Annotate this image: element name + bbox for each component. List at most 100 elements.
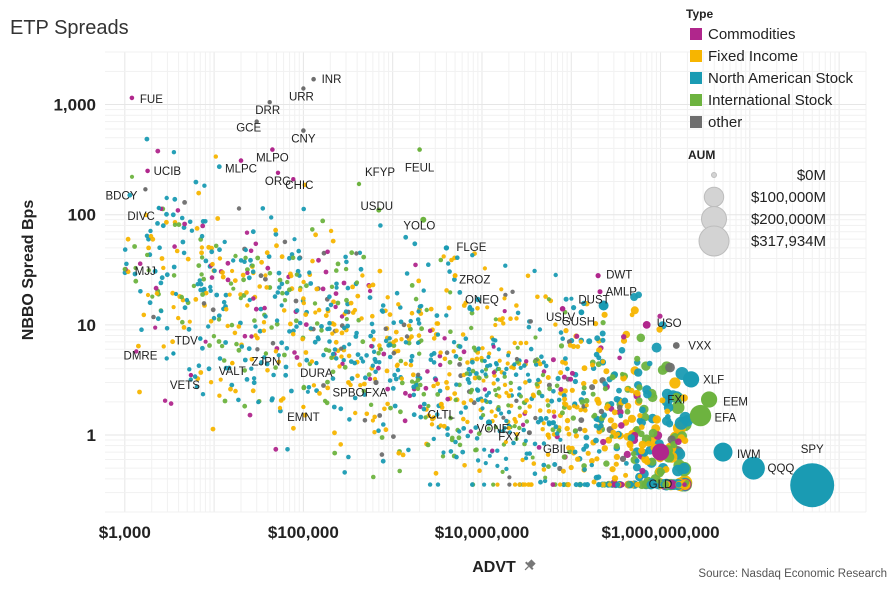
labeled-point-dura[interactable] — [314, 360, 319, 366]
labeled-point-mlpo[interactable] — [270, 147, 275, 152]
scatter-point — [344, 259, 349, 265]
scatter-point — [581, 365, 588, 372]
scatter-point — [573, 433, 580, 439]
scatter-point — [348, 300, 354, 306]
scatter-point — [616, 404, 623, 411]
scatter-point — [325, 385, 331, 391]
scatter-point — [387, 312, 393, 317]
labeled-point-tdv[interactable] — [198, 336, 203, 341]
labeled-point-gce[interactable] — [254, 119, 259, 124]
labeled-point-emnt[interactable] — [301, 404, 306, 410]
scatter-point — [398, 358, 404, 364]
labeled-point-inr[interactable] — [311, 76, 316, 82]
scatter-point — [209, 249, 215, 255]
scatter-point — [285, 279, 290, 285]
scatter-point — [230, 268, 235, 274]
scatter-point — [280, 290, 285, 296]
labeled-point-dwt[interactable] — [595, 273, 601, 279]
labeled-point-eem[interactable] — [701, 391, 718, 408]
scatter-point — [306, 385, 312, 390]
labeled-point-spy[interactable] — [790, 463, 835, 508]
scatter-point — [522, 482, 528, 487]
labeled-point-dmre[interactable] — [171, 351, 176, 356]
scatter-point — [383, 338, 389, 344]
scatter-point — [458, 356, 463, 362]
scatter-point — [408, 318, 413, 324]
labeled-point-vone[interactable] — [485, 419, 493, 426]
labeled-point-cny[interactable] — [301, 128, 306, 133]
scatter-point — [524, 340, 529, 346]
labeled-point-usdu[interactable] — [376, 207, 382, 213]
labeled-point-kfyp[interactable] — [356, 181, 362, 187]
scatter-point — [575, 344, 581, 349]
scatter-point — [512, 362, 517, 367]
labeled-point-flge[interactable] — [443, 245, 450, 251]
labeled-point-bdcy[interactable] — [143, 187, 148, 192]
legend-entry-north-american-stock[interactable]: North American Stock — [690, 70, 854, 87]
legend-entry-commodities[interactable]: Commodities — [690, 26, 796, 43]
labeled-point-fue[interactable] — [129, 95, 135, 101]
scatter-point — [250, 269, 256, 275]
scatter-point — [581, 385, 587, 391]
pin-icon[interactable] — [522, 558, 538, 574]
labeled-point-zroz[interactable] — [452, 273, 458, 279]
scatter-point — [391, 434, 396, 439]
point-label-iwm: IWM — [737, 449, 761, 461]
labeled-point-uslv[interactable] — [559, 306, 566, 312]
labeled-point-org[interactable] — [275, 170, 281, 175]
scatter-point — [274, 318, 280, 323]
scatter-point — [402, 418, 408, 424]
labeled-point-chic[interactable] — [291, 177, 296, 182]
labeled-point-mlpc[interactable] — [238, 158, 244, 163]
scatter-point — [394, 290, 400, 296]
labeled-point-amlp[interactable] — [598, 300, 609, 311]
scatter-point — [290, 331, 296, 337]
labeled-point-yolo[interactable] — [420, 216, 427, 223]
scatter-point — [505, 361, 510, 366]
x-axis-title[interactable]: ADVT — [472, 559, 516, 576]
point-label-cltl: CLTL — [428, 409, 456, 421]
labeled-point-gbil[interactable] — [545, 432, 551, 438]
labeled-point-fxy[interactable] — [526, 430, 532, 436]
scatter-point — [404, 271, 410, 276]
labeled-point-gld[interactable] — [651, 443, 670, 461]
labeled-point-ucib[interactable] — [145, 168, 150, 174]
legend-entry-other[interactable]: other — [690, 114, 742, 131]
scatter-point — [321, 383, 326, 388]
labeled-point-feul[interactable] — [417, 147, 422, 152]
labeled-point-fxa[interactable] — [373, 379, 379, 386]
labeled-point-xlf[interactable] — [683, 371, 700, 388]
scatter-point — [416, 333, 422, 338]
labeled-point-efa[interactable] — [689, 404, 712, 427]
scatter-point — [421, 406, 427, 412]
labeled-point-vets[interactable] — [188, 372, 194, 378]
scatter-point — [283, 364, 289, 370]
point-label-gush: GUSH — [562, 316, 595, 328]
labeled-point-vxx[interactable] — [672, 342, 680, 349]
labeled-point-cltl[interactable] — [438, 401, 444, 407]
labeled-point-oneq[interactable] — [475, 296, 481, 303]
scatter-point — [211, 334, 217, 339]
scatter-point — [567, 343, 573, 348]
labeled-point-iwm[interactable] — [713, 442, 733, 462]
labeled-point-dust[interactable] — [597, 289, 603, 295]
labeled-point-divc[interactable] — [156, 205, 161, 211]
scatter-point — [532, 268, 537, 274]
labeled-point-fxi[interactable] — [671, 392, 681, 402]
labeled-point-uso[interactable] — [642, 321, 651, 329]
labeled-point-qqq[interactable] — [742, 456, 765, 480]
labeled-point-gush[interactable] — [578, 309, 585, 316]
labeled-point-urr[interactable] — [301, 86, 306, 91]
labeled-point-valt[interactable] — [230, 360, 235, 366]
legend-entry-fixed-income[interactable]: Fixed Income — [690, 48, 798, 65]
scatter-point — [144, 136, 150, 142]
point-label-dmre: DMRE — [124, 351, 158, 363]
labeled-point-spbo[interactable] — [346, 380, 351, 385]
legend-entry-international-stock[interactable]: International Stock — [690, 92, 833, 109]
labeled-point-mjj[interactable] — [122, 267, 128, 272]
labeled-point-zjpn[interactable] — [263, 351, 269, 356]
scatter-point — [320, 218, 326, 224]
scatter-point — [252, 318, 257, 323]
labeled-point-drr[interactable] — [267, 100, 272, 105]
scatter-point — [354, 251, 359, 256]
